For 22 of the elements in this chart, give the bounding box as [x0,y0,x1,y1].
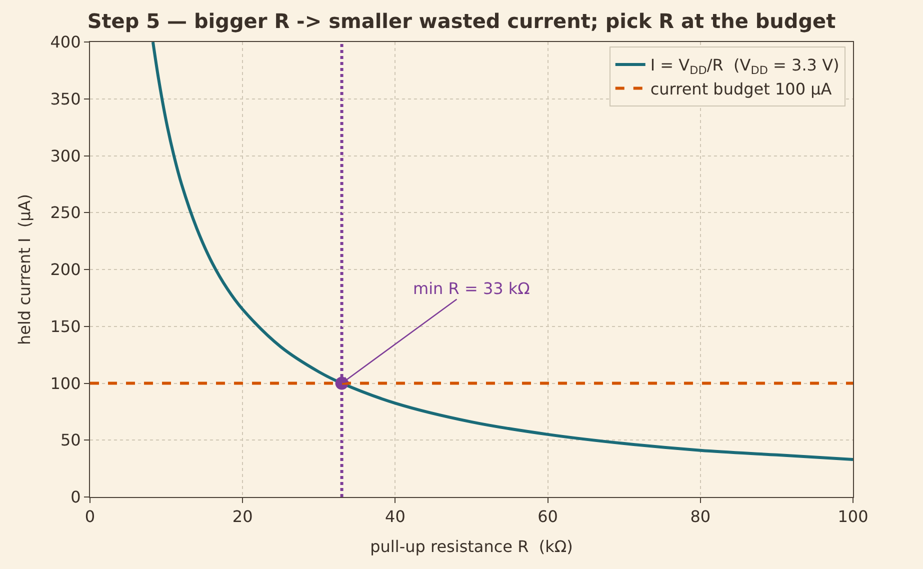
legend-label: I = V$_{DD}$/R (V$_{DD}$ = 3.3 V) [650,56,840,78]
y-tick-label: 50 [60,430,81,450]
x-tick-label: 80 [690,507,711,526]
annotation: min R = 33 kΩ [413,279,530,298]
x-tick-label: 100 [838,507,868,526]
y-tick-label: 100 [50,374,81,393]
y-tick-label: 350 [50,89,81,108]
x-tick-label: 0 [84,507,96,526]
y-tick-label: 150 [50,316,81,336]
x-axis-title: pull-up resistance R (kΩ) [370,536,573,556]
legend-label: current budget 100 µA [650,79,832,98]
x-tick-label: 40 [385,507,406,526]
x-tick-label: 20 [232,507,253,526]
y-tick-label: 300 [50,146,81,166]
y-axis-title: held current I (µA) [15,194,34,345]
chart-title: Step 5 — bigger R -> smaller wasted current; pick R at the budget [87,9,836,34]
y-tick-label: 200 [50,260,81,280]
y-tick-label: 0 [70,488,81,507]
line-series [151,42,853,461]
x-tick-label: 60 [538,507,558,526]
y-tick-label: 250 [50,203,81,222]
y-tick-label: 400 [50,32,81,52]
